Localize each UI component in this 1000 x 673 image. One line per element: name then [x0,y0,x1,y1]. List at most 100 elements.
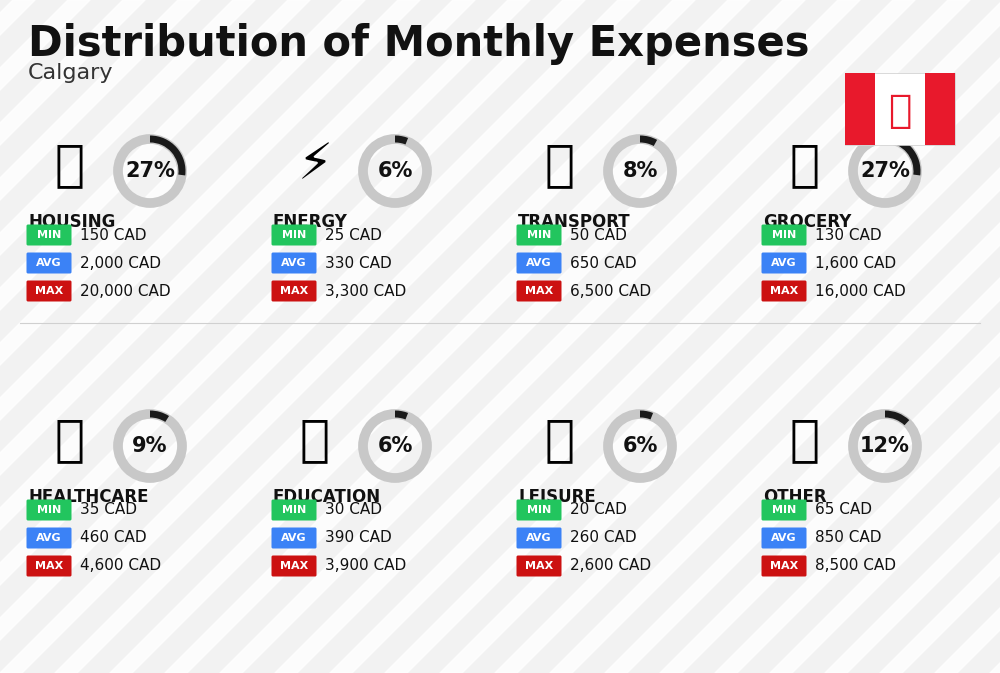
Text: 20,000 CAD: 20,000 CAD [80,283,171,299]
Text: 6%: 6% [377,161,413,181]
Text: MIN: MIN [282,505,306,515]
FancyBboxPatch shape [516,252,562,273]
FancyBboxPatch shape [762,555,806,577]
Text: 27%: 27% [860,161,910,181]
Text: MIN: MIN [37,505,61,515]
Text: 16,000 CAD: 16,000 CAD [815,283,906,299]
Text: MAX: MAX [770,286,798,296]
Text: MIN: MIN [772,230,796,240]
Text: OTHER: OTHER [763,488,827,506]
Text: MAX: MAX [35,286,63,296]
Wedge shape [395,411,408,419]
Text: AVG: AVG [281,533,307,543]
FancyBboxPatch shape [762,281,806,302]
FancyBboxPatch shape [762,225,806,246]
FancyBboxPatch shape [272,252,316,273]
Text: MAX: MAX [770,561,798,571]
Text: 850 CAD: 850 CAD [815,530,882,546]
Text: MAX: MAX [280,286,308,296]
Text: MIN: MIN [37,230,61,240]
Text: AVG: AVG [771,258,797,268]
Text: MAX: MAX [35,561,63,571]
FancyBboxPatch shape [26,555,72,577]
FancyBboxPatch shape [272,225,316,246]
Text: AVG: AVG [36,533,62,543]
Wedge shape [395,135,408,145]
Text: 50 CAD: 50 CAD [570,227,627,242]
Text: ⚡: ⚡ [297,141,333,190]
Text: AVG: AVG [281,258,307,268]
Text: 30 CAD: 30 CAD [325,503,382,518]
FancyBboxPatch shape [516,499,562,520]
Text: Distribution of Monthly Expenses: Distribution of Monthly Expenses [28,23,810,65]
Text: 6%: 6% [377,436,413,456]
Text: AVG: AVG [36,258,62,268]
Text: MIN: MIN [282,230,306,240]
Text: 330 CAD: 330 CAD [325,256,392,271]
FancyBboxPatch shape [845,73,875,145]
Wedge shape [885,135,920,176]
Text: 3,900 CAD: 3,900 CAD [325,559,406,573]
Text: 🛍️: 🛍️ [545,417,575,464]
FancyBboxPatch shape [26,528,72,548]
Text: 🛒: 🛒 [790,141,820,190]
FancyBboxPatch shape [26,281,72,302]
Text: 390 CAD: 390 CAD [325,530,392,546]
Text: AVG: AVG [526,533,552,543]
FancyBboxPatch shape [762,252,806,273]
FancyBboxPatch shape [762,499,806,520]
FancyBboxPatch shape [762,528,806,548]
Text: MIN: MIN [772,505,796,515]
Text: 460 CAD: 460 CAD [80,530,147,546]
Text: 8%: 8% [622,161,658,181]
Text: MAX: MAX [525,286,553,296]
Wedge shape [150,411,169,422]
Text: MIN: MIN [527,230,551,240]
Text: 🏢: 🏢 [55,141,85,190]
Text: LEISURE: LEISURE [518,488,596,506]
Text: 20 CAD: 20 CAD [570,503,627,518]
Wedge shape [885,411,909,425]
Text: 35 CAD: 35 CAD [80,503,137,518]
Text: 3,300 CAD: 3,300 CAD [325,283,406,299]
FancyBboxPatch shape [516,225,562,246]
Text: 4,600 CAD: 4,600 CAD [80,559,161,573]
Text: AVG: AVG [526,258,552,268]
Text: MIN: MIN [527,505,551,515]
Text: EDUCATION: EDUCATION [273,488,381,506]
Wedge shape [640,411,653,419]
FancyBboxPatch shape [845,73,955,145]
Text: 🚌: 🚌 [545,141,575,190]
Text: 🎓: 🎓 [300,417,330,464]
Text: 25 CAD: 25 CAD [325,227,382,242]
Text: 2,000 CAD: 2,000 CAD [80,256,161,271]
Text: 6%: 6% [622,436,658,456]
Text: 260 CAD: 260 CAD [570,530,637,546]
Text: 2,600 CAD: 2,600 CAD [570,559,651,573]
FancyBboxPatch shape [272,499,316,520]
Text: HOUSING: HOUSING [28,213,115,231]
FancyBboxPatch shape [272,555,316,577]
Text: 65 CAD: 65 CAD [815,503,872,518]
Text: Calgary: Calgary [28,63,114,83]
Text: 💰: 💰 [790,417,820,464]
FancyBboxPatch shape [26,252,72,273]
FancyBboxPatch shape [272,528,316,548]
Text: 🏥: 🏥 [55,417,85,464]
Text: ENERGY: ENERGY [273,213,348,231]
Text: AVG: AVG [771,533,797,543]
Text: 🍁: 🍁 [888,92,912,130]
FancyBboxPatch shape [516,281,562,302]
FancyBboxPatch shape [272,281,316,302]
Text: 1,600 CAD: 1,600 CAD [815,256,896,271]
Text: TRANSPORT: TRANSPORT [518,213,631,231]
FancyBboxPatch shape [26,225,72,246]
Text: GROCERY: GROCERY [763,213,851,231]
Text: 650 CAD: 650 CAD [570,256,637,271]
Text: HEALTHCARE: HEALTHCARE [28,488,148,506]
Text: 27%: 27% [125,161,175,181]
Text: 8,500 CAD: 8,500 CAD [815,559,896,573]
Wedge shape [640,135,657,146]
Text: 12%: 12% [860,436,910,456]
Text: 150 CAD: 150 CAD [80,227,146,242]
